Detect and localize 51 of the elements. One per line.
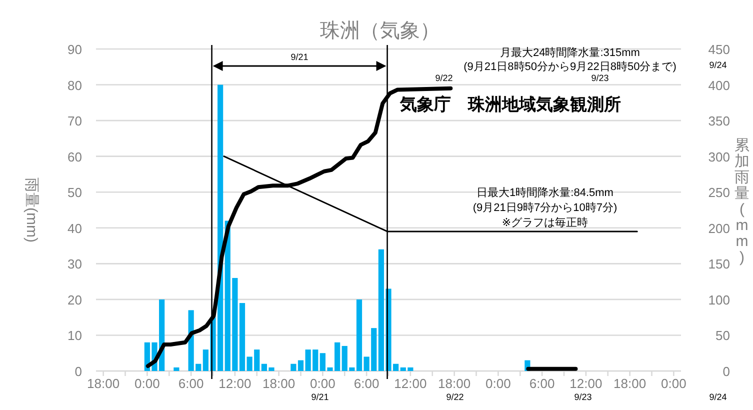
x-tick-label: 0:00: [134, 376, 160, 391]
annotation: 月最大24時間降水量:315mm: [500, 47, 640, 59]
y-tick-label: 20: [68, 292, 82, 308]
x-tick-label: 6:00: [354, 376, 380, 391]
y-tick-label: 50: [68, 185, 82, 200]
x-tick-label: 18:00: [87, 376, 120, 391]
x-tick-label: 0:00: [661, 376, 686, 391]
x-tick-label: 18:00: [614, 376, 646, 391]
y2-tick-label: 200: [708, 220, 730, 236]
y2-tick-label: 350: [708, 114, 730, 129]
annotation: 9/21: [290, 52, 308, 62]
x-tick-label: 18:00: [438, 376, 471, 391]
annotation: (9月21日8時50分から9月22日8時50分まで): [464, 61, 676, 73]
y2-tick-label: 450: [708, 42, 730, 57]
y2-tick-label: 300: [708, 149, 730, 164]
y2-axis-title: 累加雨量(mm): [734, 137, 750, 266]
x-tick-label: 6:00: [178, 376, 204, 391]
y2-tick-label: 400: [708, 78, 730, 93]
annotation: 9/21: [311, 392, 329, 402]
x-tick-label: 12:00: [570, 376, 602, 391]
annotation: 9/23: [591, 73, 609, 83]
y-tick-label: 70: [68, 114, 82, 129]
y2-tick-label: 250: [708, 185, 730, 200]
y-tick-label: 90: [68, 42, 82, 57]
annotation: 9/23: [574, 392, 592, 402]
x-tick-label: 18:00: [262, 376, 296, 391]
annotation: (9月21日9時7分から10時7分): [472, 202, 618, 214]
x-tick-label: 6:00: [529, 376, 555, 391]
y2-tick-label: 100: [708, 292, 730, 308]
y-tick-label: 60: [68, 149, 82, 164]
x-tick-label: 12:00: [394, 376, 427, 391]
y2-tick-label: 150: [708, 256, 730, 272]
x-tick-label: 12:00: [218, 376, 252, 391]
annotation: 日最大1時間降水量:84.5mm: [476, 187, 614, 199]
annotation: 気象庁 珠洲地域気象観測所: [400, 95, 621, 114]
y-axis-title: 雨量(mm): [23, 178, 40, 242]
y-tick-label: 80: [68, 78, 82, 93]
y-tick-label: 30: [68, 256, 82, 272]
annotation: 9/24: [709, 60, 727, 70]
y2-tick-label: 50: [716, 328, 730, 344]
chart-title: 珠洲（気象）: [320, 20, 440, 42]
annotation: 9/22: [446, 392, 464, 402]
annotation: 9/24: [709, 392, 727, 402]
y-tick-label: 0: [74, 364, 82, 379]
annotation: 9/22: [435, 73, 453, 83]
x-tick-label: 0:00: [486, 376, 511, 391]
x-tick-label: 0:00: [310, 376, 336, 391]
annotation: ※グラフは毎正時: [502, 217, 588, 229]
y-tick-label: 10: [68, 328, 82, 344]
y-tick-label: 40: [68, 220, 82, 236]
y2-tick-label: 0: [722, 364, 730, 379]
